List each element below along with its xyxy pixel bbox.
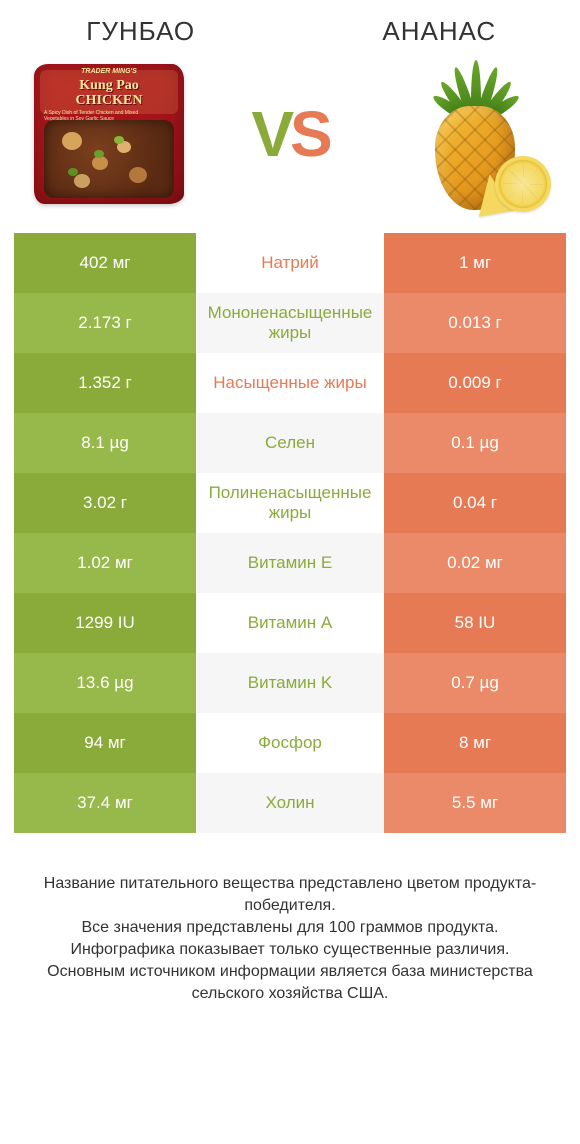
nutrient-label-cell: Мононенасыщенные жиры bbox=[196, 293, 384, 353]
right-product-image bbox=[386, 59, 556, 209]
table-row: 1.02 мгВитамин E0.02 мг bbox=[14, 533, 566, 593]
left-product-title: ГУНБАО bbox=[34, 16, 247, 47]
header-images: TRADER MING'S Kung Pao CHICKEN A Spicy D… bbox=[14, 55, 566, 233]
infographic-container: ГУНБАО АНАНАС TRADER MING'S Kung Pao CHI… bbox=[0, 0, 580, 1005]
nutrient-label-cell: Витамин E bbox=[196, 533, 384, 593]
left-value-cell: 8.1 µg bbox=[14, 413, 196, 473]
nutrient-label-cell: Холин bbox=[196, 773, 384, 833]
vs-label: VS bbox=[194, 97, 386, 171]
nutrient-label-cell: Полиненасыщенные жиры bbox=[196, 473, 384, 533]
package-food-window-icon bbox=[44, 120, 174, 198]
table-row: 8.1 µgСелен0.1 µg bbox=[14, 413, 566, 473]
nutrient-label-cell: Витамин A bbox=[196, 593, 384, 653]
nutrient-label-cell: Селен bbox=[196, 413, 384, 473]
nutrient-label-cell: Натрий bbox=[196, 233, 384, 293]
nutrient-label-cell: Витамин K bbox=[196, 653, 384, 713]
left-value-cell: 1.02 мг bbox=[14, 533, 196, 593]
right-value-cell: 0.7 µg bbox=[384, 653, 566, 713]
table-row: 13.6 µgВитамин K0.7 µg bbox=[14, 653, 566, 713]
table-row: 1.352 гНасыщенные жиры0.009 г bbox=[14, 353, 566, 413]
right-value-cell: 0.013 г bbox=[384, 293, 566, 353]
table-row: 3.02 гПолиненасыщенные жиры0.04 г bbox=[14, 473, 566, 533]
left-value-cell: 402 мг bbox=[14, 233, 196, 293]
table-row: 37.4 мгХолин5.5 мг bbox=[14, 773, 566, 833]
right-product-title: АНАНАС bbox=[333, 16, 546, 47]
pineapple-slice-icon bbox=[495, 156, 551, 212]
nutrition-table: 402 мгНатрий1 мг2.173 гМононенасыщенные … bbox=[14, 233, 566, 833]
left-value-cell: 13.6 µg bbox=[14, 653, 196, 713]
right-value-cell: 0.1 µg bbox=[384, 413, 566, 473]
package-brand: TRADER MING'S bbox=[34, 68, 184, 75]
nutrient-label-cell: Фосфор bbox=[196, 713, 384, 773]
table-row: 2.173 гМононенасыщенные жиры0.013 г bbox=[14, 293, 566, 353]
left-value-cell: 37.4 мг bbox=[14, 773, 196, 833]
right-value-cell: 0.009 г bbox=[384, 353, 566, 413]
table-row: 94 мгФосфор8 мг bbox=[14, 713, 566, 773]
footer-line: Инфографика показывает только существенн… bbox=[26, 939, 554, 961]
nutrient-label-cell: Насыщенные жиры bbox=[196, 353, 384, 413]
kung-pao-package-icon: TRADER MING'S Kung Pao CHICKEN A Spicy D… bbox=[34, 64, 184, 204]
left-product-image: TRADER MING'S Kung Pao CHICKEN A Spicy D… bbox=[24, 59, 194, 209]
left-value-cell: 2.173 г bbox=[14, 293, 196, 353]
right-value-cell: 8 мг bbox=[384, 713, 566, 773]
left-value-cell: 1299 IU bbox=[14, 593, 196, 653]
footer-notes: Название питательного вещества представл… bbox=[14, 833, 566, 1005]
right-value-cell: 0.04 г bbox=[384, 473, 566, 533]
footer-line: Название питательного вещества представл… bbox=[26, 873, 554, 917]
right-value-cell: 58 IU bbox=[384, 593, 566, 653]
vs-v: V bbox=[251, 98, 290, 170]
left-value-cell: 1.352 г bbox=[14, 353, 196, 413]
vs-s: S bbox=[290, 98, 329, 170]
right-value-cell: 1 мг bbox=[384, 233, 566, 293]
table-row: 1299 IUВитамин A58 IU bbox=[14, 593, 566, 653]
right-value-cell: 0.02 мг bbox=[384, 533, 566, 593]
package-title: Kung Pao CHICKEN bbox=[34, 78, 184, 108]
left-value-cell: 94 мг bbox=[14, 713, 196, 773]
table-row: 402 мгНатрий1 мг bbox=[14, 233, 566, 293]
left-value-cell: 3.02 г bbox=[14, 473, 196, 533]
footer-line: Все значения представлены для 100 граммо… bbox=[26, 917, 554, 939]
footer-line: Основным источником информации является … bbox=[26, 961, 554, 1005]
pineapple-icon bbox=[391, 54, 551, 214]
right-value-cell: 5.5 мг bbox=[384, 773, 566, 833]
